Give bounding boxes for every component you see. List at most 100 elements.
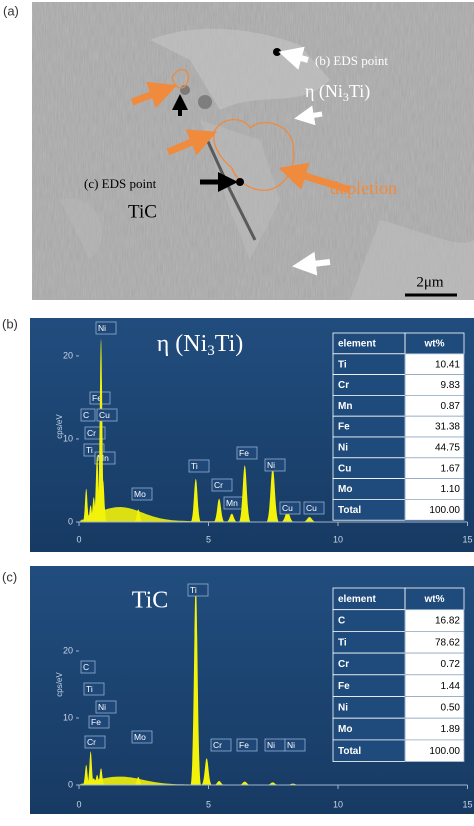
peak-label: Ni	[267, 460, 275, 470]
peak	[280, 511, 295, 522]
peak-label-box	[210, 738, 232, 752]
annotation: η (Ni3Ti)	[305, 81, 370, 104]
x-tick-label: 10	[333, 534, 343, 544]
peak	[99, 480, 107, 522]
peak-label-box	[84, 735, 106, 749]
x-tick-label: 15	[462, 799, 472, 809]
table-value: 0.87	[441, 401, 461, 412]
peak-label: Cr	[87, 737, 96, 747]
table-element: Ti	[338, 359, 347, 370]
peak-label: Cr	[214, 480, 223, 490]
x-tick-label: 15	[462, 534, 472, 544]
table-value: 1.67	[441, 463, 461, 474]
table-value: 16.82	[435, 616, 460, 627]
panel-a: (a) (b) EDS point η (Ni3Ti) (c) EDS poin…	[3, 2, 474, 300]
peak-label-box	[284, 738, 306, 752]
eds-point	[273, 48, 281, 56]
sem-particle	[198, 95, 212, 109]
table-element: Ti	[338, 637, 347, 648]
peak-label: Ti	[86, 684, 93, 694]
arrow	[166, 129, 217, 156]
table-element: Fe	[338, 422, 350, 433]
peak-label: Ni	[98, 702, 106, 712]
table-element: Total	[338, 746, 361, 757]
peak-label: Ni	[267, 740, 275, 750]
table-element: Mo	[338, 724, 352, 735]
peak-label: Fe	[239, 740, 249, 750]
peak-label-box	[264, 458, 286, 472]
peak	[190, 584, 202, 785]
y-axis-label: cps/eV	[55, 672, 64, 697]
peak-label-box	[88, 715, 110, 729]
peak-label: Cu	[282, 503, 293, 513]
peak-label: Fe	[91, 717, 101, 727]
peak	[82, 764, 90, 785]
spectrum-title: TiC	[132, 588, 169, 614]
table-element: Fe	[338, 681, 350, 692]
x-tick-label: 5	[206, 534, 211, 544]
table-value: 10.41	[435, 359, 460, 370]
table-value: 9.83	[441, 380, 461, 391]
panel-label: (b)	[2, 316, 18, 331]
table-element: Total	[338, 505, 361, 516]
annotation: (b) EDS point	[315, 53, 388, 68]
table-value: 0.72	[441, 659, 461, 670]
peak-label: Cu	[306, 503, 317, 513]
y-tick-label: 20	[63, 645, 73, 655]
y-tick-label: 0	[68, 516, 73, 526]
peak-label-box	[95, 700, 117, 714]
table-value: 44.75	[435, 443, 460, 454]
eds-point	[236, 178, 244, 186]
peak-label: Ti	[191, 461, 198, 471]
peak-label-box	[80, 660, 96, 674]
peak-label-box	[303, 501, 325, 515]
y-tick-label: 10	[63, 712, 73, 722]
peak-label-box	[80, 408, 96, 422]
peak-label: Cr	[87, 428, 96, 438]
peak-label: Cu	[99, 410, 110, 420]
peak-label: Mn	[97, 453, 109, 463]
sem-region	[350, 220, 474, 300]
table-value: 100.00	[429, 505, 460, 516]
table-value: 100.00	[429, 746, 460, 757]
peak	[238, 781, 251, 785]
peak	[266, 468, 280, 522]
table-header: wt%	[424, 594, 445, 605]
peak	[133, 509, 143, 522]
peak-label: Mo	[134, 732, 146, 742]
peak-label: Mo	[134, 489, 146, 499]
y-tick-label: 20	[63, 350, 73, 360]
peak-label: C	[83, 662, 89, 672]
x-tick-label: 5	[206, 799, 211, 809]
x-tick-label: 0	[76, 534, 81, 544]
table-element: Ni	[338, 702, 348, 713]
peak-label: Mn	[226, 498, 238, 508]
peak-label-box	[96, 408, 118, 422]
peak	[302, 517, 317, 522]
peak-label-box	[83, 682, 105, 696]
annotation: (c) EDS point	[84, 176, 157, 191]
peak-label-box	[236, 446, 258, 460]
table-header: element	[338, 339, 376, 350]
table-value: 0.50	[441, 702, 461, 713]
peak	[97, 768, 105, 785]
panel-b: (b) η (Ni3Ti) CTiCrMnFeNiCuMoTiCrMnFeNiC…	[2, 316, 474, 552]
peak-label: Ti	[190, 585, 197, 595]
table-cell	[404, 498, 465, 521]
sem-region	[60, 198, 103, 260]
table-cell	[404, 739, 465, 763]
annotation: depletion	[330, 178, 397, 198]
background-continuum	[79, 507, 338, 522]
peak	[213, 498, 225, 522]
arrow	[278, 46, 309, 70]
arrow	[294, 105, 323, 126]
table-element: C	[338, 616, 345, 627]
peak-label: Ti	[86, 445, 93, 455]
table-value: 31.38	[435, 422, 460, 433]
table-element: Cr	[338, 380, 349, 391]
peak	[213, 780, 225, 785]
peak	[266, 782, 280, 785]
